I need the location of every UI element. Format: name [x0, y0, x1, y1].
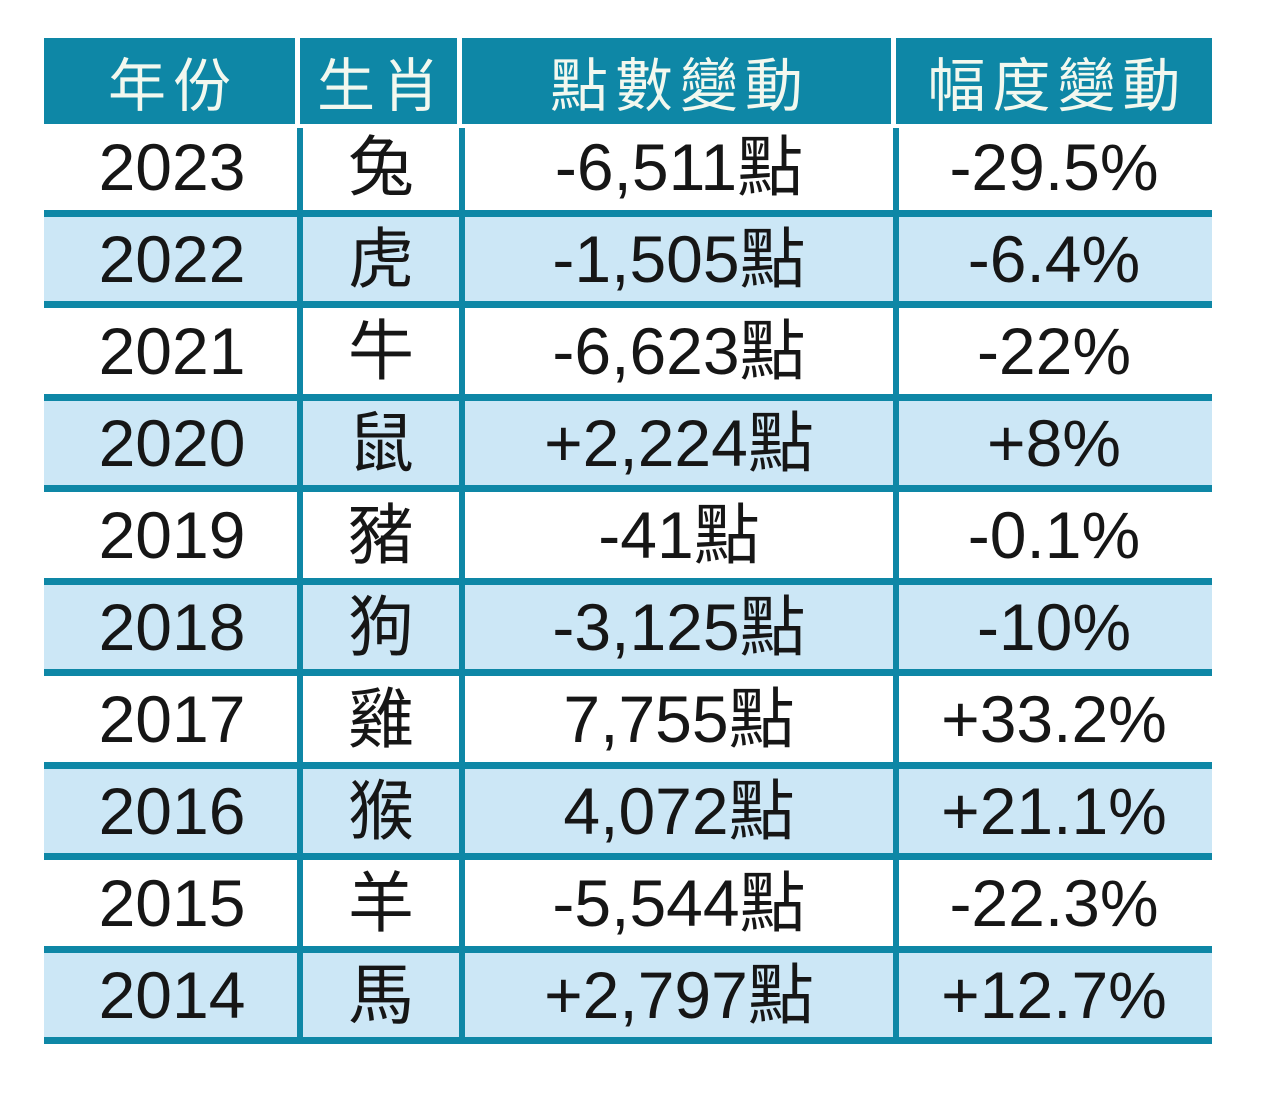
row-divider-line	[44, 762, 1212, 769]
year-cell: 2021	[98, 314, 246, 388]
percent-change-cell: -29.5%	[949, 130, 1159, 204]
percent-change-cell: +8%	[987, 406, 1121, 480]
points-change-cell: -41點	[598, 498, 760, 572]
points-change-cell: +2,224點	[544, 406, 814, 480]
percent-change-cell: +21.1%	[941, 774, 1167, 848]
row-divider-line	[44, 394, 1212, 401]
table-body: 2023 兔 -6,511點 -29.5% 2022 虎 -1,505點 -6.…	[44, 124, 1212, 1044]
column-divider	[459, 128, 465, 1044]
percent-change-cell: +33.2%	[941, 682, 1167, 756]
table-row: 2015 羊 -5,544點 -22.3%	[44, 860, 1212, 946]
row-divider-line	[44, 1037, 1212, 1044]
table-row: 2017 雞 7,755點 +33.2%	[44, 676, 1212, 762]
year-cell: 2020	[98, 406, 246, 480]
percent-change-cell: -22%	[976, 314, 1132, 388]
year-cell: 2014	[98, 958, 246, 1032]
percent-change-cell: +12.7%	[941, 958, 1167, 1032]
zodiac-points-table: 年份 生肖 點數變動 幅度變動 2023 兔 -6,511點 -29.5% 20…	[44, 38, 1212, 1044]
table-row: 2021 牛 -6,623點 -22%	[44, 308, 1212, 394]
table-row: 2019 豬 -41點 -0.1%	[44, 492, 1212, 578]
column-header-percent-change: 幅度變動	[896, 38, 1212, 124]
column-header-year: 年份	[44, 38, 300, 124]
year-cell: 2023	[98, 130, 246, 204]
row-divider-line	[44, 301, 1212, 308]
column-header-points-change: 點數變動	[462, 38, 896, 124]
row-divider-line	[44, 853, 1212, 860]
points-change-cell: +2,797點	[544, 958, 814, 1032]
points-change-cell: -6,511點	[554, 130, 804, 204]
column-divider	[893, 128, 899, 1044]
table-row: 2022 虎 -1,505點 -6.4%	[44, 217, 1212, 301]
table-row: 2014 馬 +2,797點 +12.7%	[44, 953, 1212, 1037]
zodiac-cell: 馬	[348, 958, 414, 1032]
table-row: 2016 猴 4,072點 +21.1%	[44, 769, 1212, 853]
year-cell: 2019	[98, 498, 246, 572]
zodiac-cell: 雞	[348, 682, 414, 756]
table-row: 2020 鼠 +2,224點 +8%	[44, 401, 1212, 485]
points-change-cell: 7,755點	[563, 682, 795, 756]
zodiac-cell: 豬	[348, 498, 414, 572]
zodiac-cell: 虎	[348, 222, 414, 296]
table-row: 2023 兔 -6,511點 -29.5%	[44, 124, 1212, 210]
table-header-row: 年份 生肖 點數變動 幅度變動	[44, 38, 1212, 124]
row-divider-line	[44, 210, 1212, 217]
points-change-cell: -6,623點	[552, 314, 806, 388]
points-change-cell: -5,544點	[552, 866, 806, 940]
points-change-cell: -1,505點	[552, 222, 806, 296]
year-cell: 2018	[98, 590, 246, 664]
zodiac-cell: 兔	[348, 130, 414, 204]
zodiac-cell: 狗	[348, 590, 414, 664]
points-change-cell: -3,125點	[552, 590, 806, 664]
year-cell: 2016	[98, 774, 246, 848]
percent-change-cell: -6.4%	[967, 222, 1141, 296]
zodiac-cell: 猴	[348, 774, 414, 848]
year-cell: 2017	[98, 682, 246, 756]
column-header-zodiac: 生肖	[300, 38, 462, 124]
zodiac-cell: 牛	[348, 314, 414, 388]
percent-change-cell: -22.3%	[949, 866, 1159, 940]
row-divider-line	[44, 946, 1212, 953]
zodiac-cell: 鼠	[348, 406, 414, 480]
percent-change-cell: -0.1%	[967, 498, 1141, 572]
table-row: 2018 狗 -3,125點 -10%	[44, 585, 1212, 669]
row-divider-line	[44, 578, 1212, 585]
percent-change-cell: -10%	[976, 590, 1132, 664]
year-cell: 2015	[98, 866, 246, 940]
zodiac-cell: 羊	[348, 866, 414, 940]
points-change-cell: 4,072點	[563, 774, 795, 848]
row-divider-line	[44, 485, 1212, 492]
column-divider	[297, 128, 303, 1044]
row-divider-line	[44, 669, 1212, 676]
year-cell: 2022	[98, 222, 246, 296]
